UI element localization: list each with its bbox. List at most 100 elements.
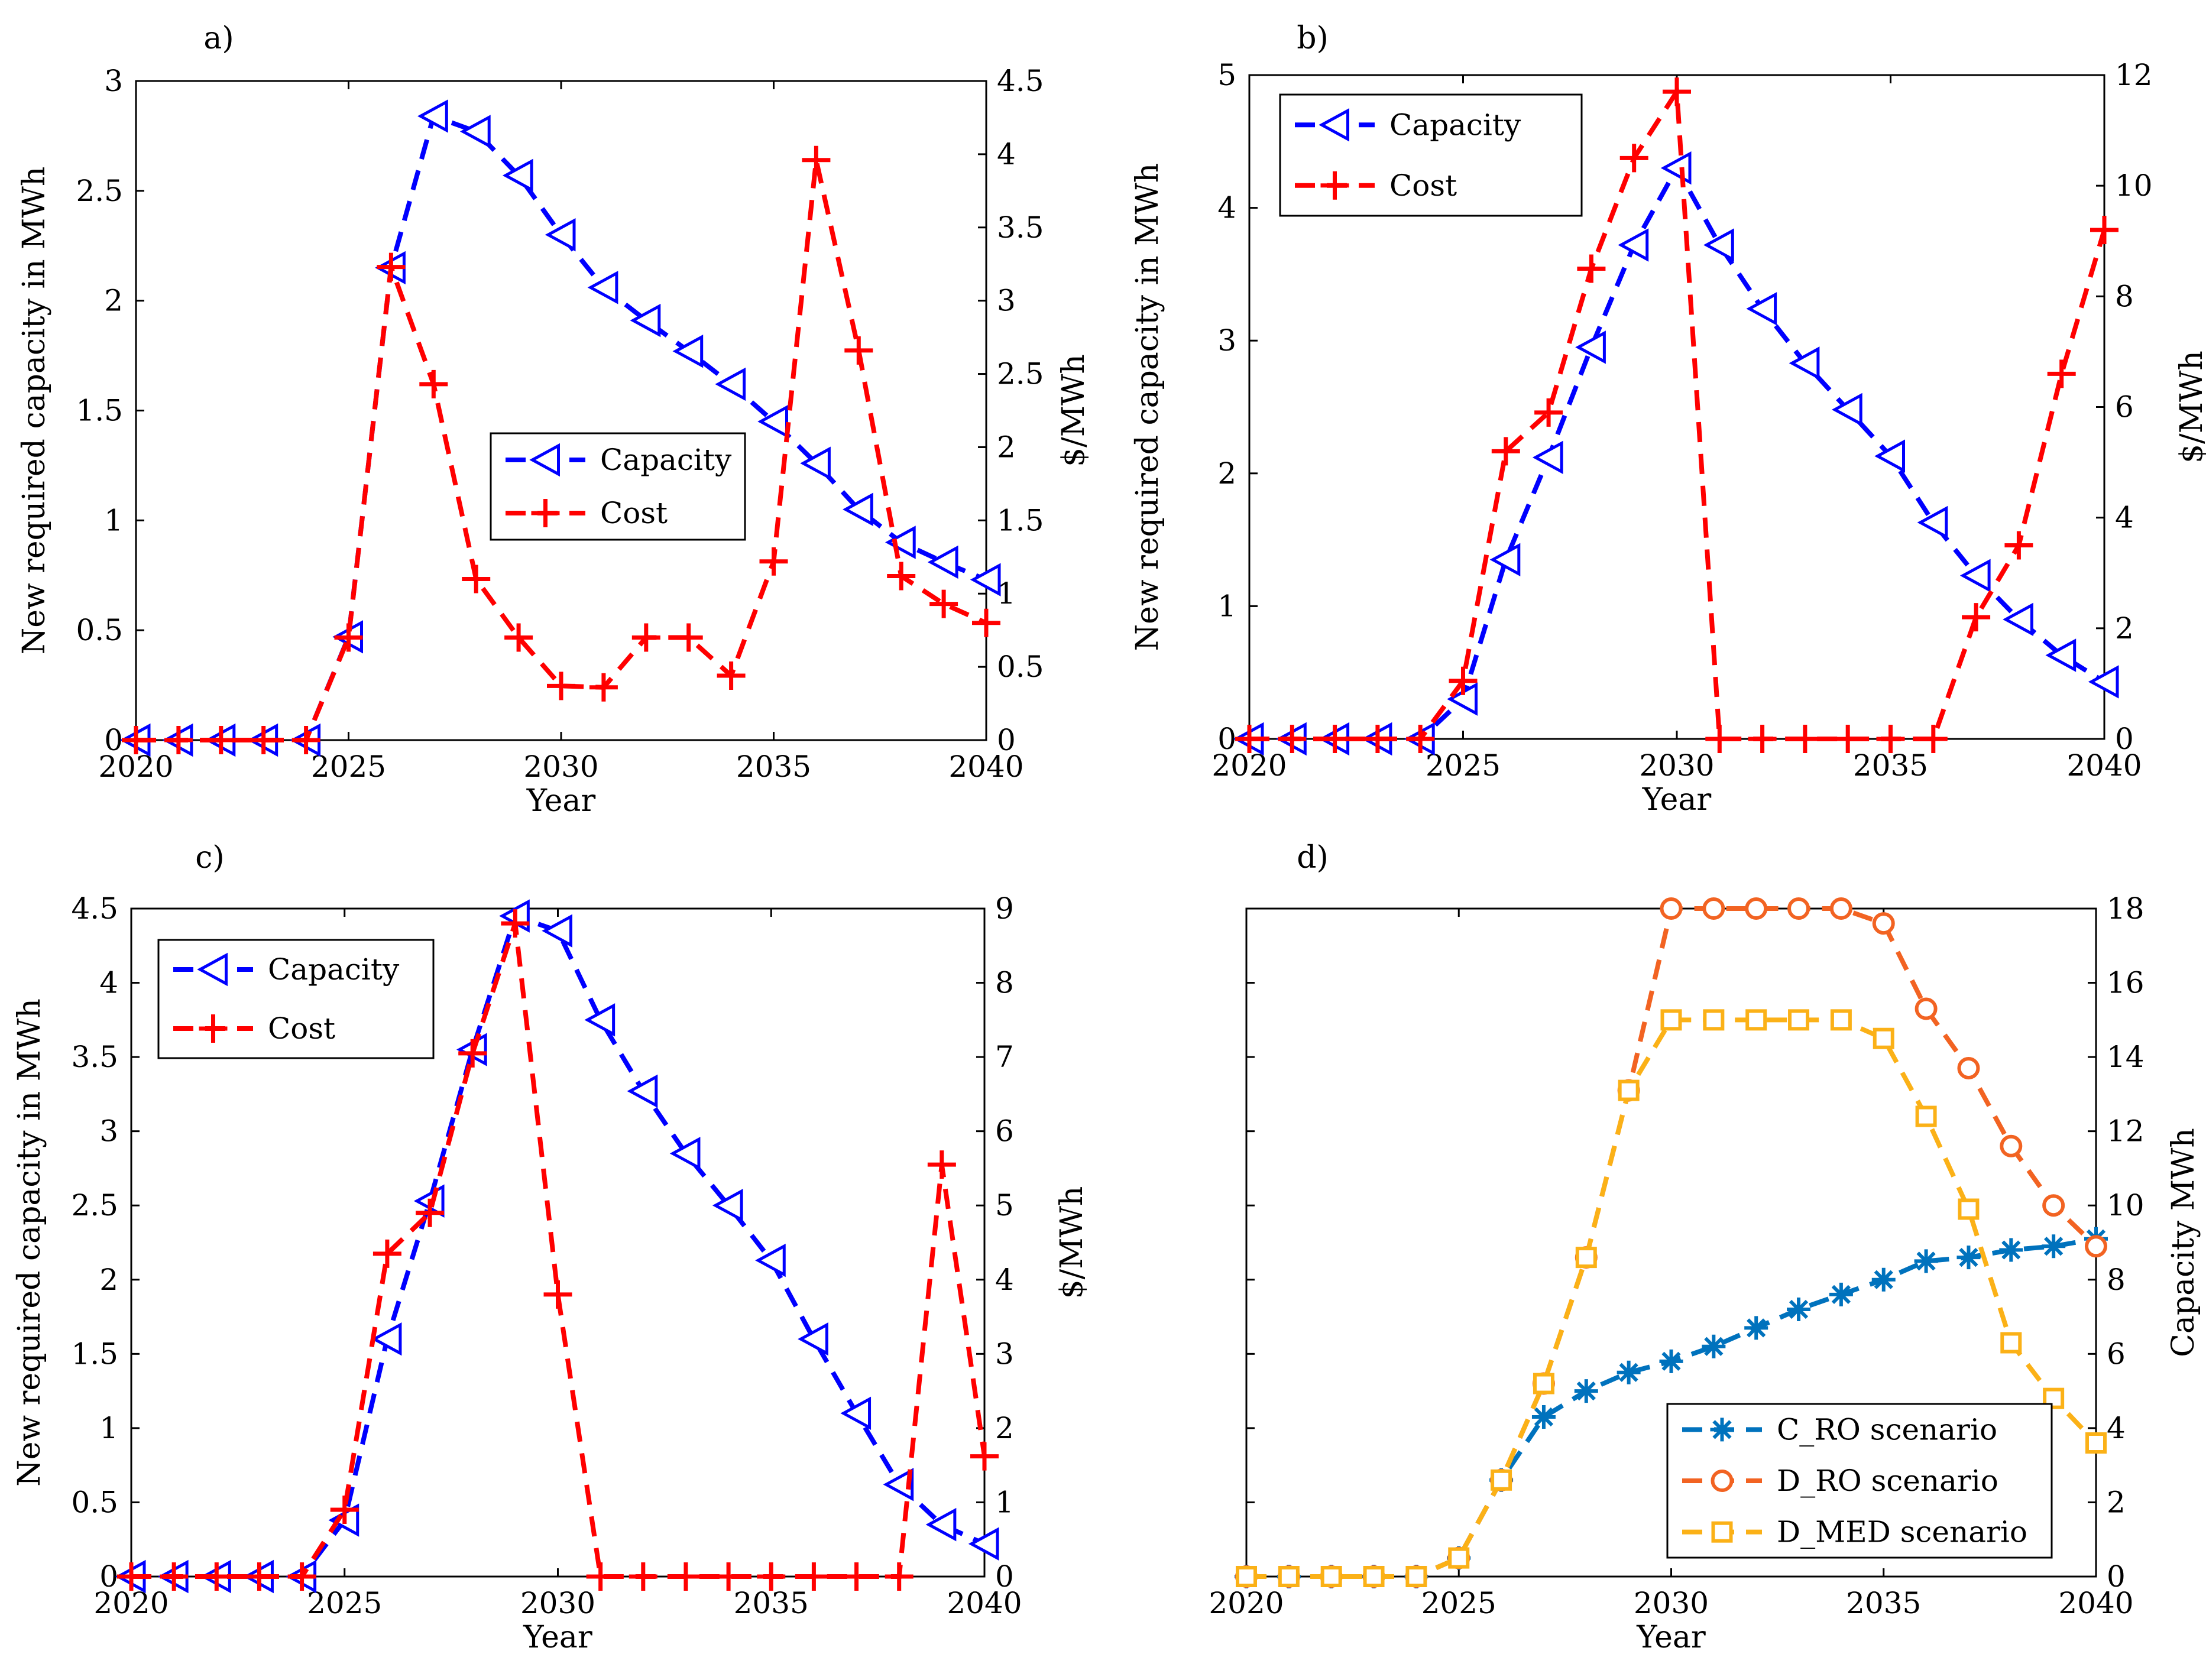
y-left-axis-label: New required capacity in MWh — [1130, 163, 1165, 651]
data-point — [2003, 602, 2033, 637]
data-point — [1915, 1105, 1937, 1127]
y-left-tick-label: 0 — [1217, 722, 1236, 756]
y-right-tick-label: 4 — [2107, 1411, 2126, 1445]
y-right-tick-label: 14 — [2107, 1040, 2145, 1074]
data-point — [1533, 1373, 1554, 1394]
y-right-tick-label: 12 — [2115, 58, 2153, 92]
legend-entry-label: Cost — [1389, 168, 1457, 203]
data-point — [1914, 1249, 1938, 1273]
series-cost — [1235, 77, 2118, 753]
x-axis-label: Year — [1642, 782, 1712, 818]
legend-marker — [199, 1014, 228, 1043]
data-point — [1660, 151, 1692, 185]
y-right-tick-label: 3.5 — [997, 210, 1044, 245]
legend-entry-label: Cost — [600, 496, 668, 530]
data-point — [1917, 505, 1948, 540]
series-line — [131, 922, 987, 1579]
x-tick-label: 2020 — [1209, 1586, 1284, 1620]
x-tick-label: 2025 — [1426, 748, 1501, 783]
legend-box — [1279, 93, 1583, 217]
x-tick-label: 2030 — [520, 1586, 595, 1620]
data-point — [371, 1322, 402, 1356]
data-point — [543, 1280, 572, 1309]
y-right-tick-label: 4 — [997, 137, 1016, 171]
data-point — [206, 726, 235, 754]
data-point — [1744, 1316, 1768, 1340]
data-point — [122, 726, 150, 754]
data-point — [757, 404, 788, 439]
data-point — [2000, 1134, 2023, 1157]
y-left-tick-label: 3 — [99, 1114, 118, 1149]
data-point — [1702, 1334, 1726, 1358]
data-point — [164, 726, 193, 754]
data-point — [1958, 1198, 1980, 1220]
data-point — [1575, 330, 1606, 364]
data-point — [117, 1562, 145, 1591]
y-right-tick-label: 10 — [2107, 1188, 2145, 1222]
x-axis-label: Year — [1636, 1620, 1706, 1655]
panel-label: c) — [195, 840, 224, 875]
data-point — [715, 367, 746, 401]
y-right-tick-label: 8 — [2107, 1263, 2126, 1297]
legend-marker — [1711, 1521, 1733, 1543]
y-right-axis-label: $/MWh — [2174, 351, 2206, 463]
data-point — [1962, 603, 1991, 632]
y-right-tick-label: 4 — [2115, 501, 2134, 535]
data-point — [1489, 543, 1521, 577]
data-point — [1320, 1566, 1342, 1587]
data-point — [1660, 897, 1683, 920]
data-point — [844, 336, 873, 365]
data-point — [1705, 725, 1734, 753]
y-left-tick-label: 0.5 — [76, 613, 123, 647]
data-point — [1619, 144, 1648, 173]
y-left-tick-label: 2 — [99, 1263, 118, 1297]
data-point — [798, 1322, 828, 1356]
panel-b: 2020 2025 2030 2035 2040012345024681012YearN… — [1130, 21, 2206, 818]
data-point — [1745, 897, 1768, 920]
x-tick-label: 2035 — [736, 750, 811, 784]
data-point — [883, 1468, 914, 1501]
data-point — [1448, 1547, 1470, 1569]
y-right-tick-label: 7 — [995, 1040, 1014, 1074]
data-point — [1829, 1282, 1853, 1306]
data-point — [1278, 1566, 1300, 1587]
data-point — [887, 562, 916, 591]
data-point — [504, 623, 533, 652]
x-tick-label: 2020 — [98, 750, 173, 784]
data-point — [1491, 1469, 1512, 1491]
data-point — [843, 492, 873, 526]
y-left-tick-label: 4 — [1217, 191, 1236, 225]
x-tick-label: 2040 — [947, 1586, 1022, 1620]
data-point — [927, 1150, 956, 1179]
data-point — [802, 145, 831, 174]
y-right-tick-label: 2 — [2115, 611, 2134, 646]
data-point — [2085, 1432, 2107, 1454]
y-right-axis-label: $/MWh — [1056, 354, 1091, 467]
y-left-tick-label: 1 — [99, 1411, 118, 1445]
data-point — [330, 1496, 359, 1524]
data-point — [1956, 1246, 1981, 1270]
data-point — [245, 1562, 274, 1591]
legend-entry-label: Capacity — [268, 952, 400, 987]
y-right-tick-label: 0 — [997, 723, 1016, 757]
legend-entry-label: D_RO scenario — [1777, 1464, 1998, 1498]
y-left-tick-label: 0.5 — [71, 1485, 118, 1519]
data-point — [970, 1442, 999, 1471]
x-tick-label: 2035 — [1853, 748, 1928, 783]
data-point — [542, 914, 572, 948]
panel-label: b) — [1297, 21, 1329, 56]
series-d-med-scenario — [1236, 1009, 2107, 1587]
y-right-tick-label: 8 — [2115, 279, 2134, 313]
y-right-tick-label: 6 — [2107, 1337, 2126, 1371]
y-left-tick-label: 2.5 — [76, 174, 123, 208]
data-point — [755, 1243, 786, 1277]
y-left-tick-label: 1.5 — [71, 1337, 118, 1371]
x-tick-label: 2025 — [307, 1586, 382, 1620]
legend-marker — [1319, 108, 1349, 142]
data-point — [501, 909, 530, 938]
legend-marker — [1320, 171, 1349, 200]
panel-label: d) — [1297, 840, 1329, 875]
data-point — [842, 1562, 871, 1591]
data-point — [1236, 1566, 1257, 1587]
data-point — [1574, 1379, 1598, 1403]
